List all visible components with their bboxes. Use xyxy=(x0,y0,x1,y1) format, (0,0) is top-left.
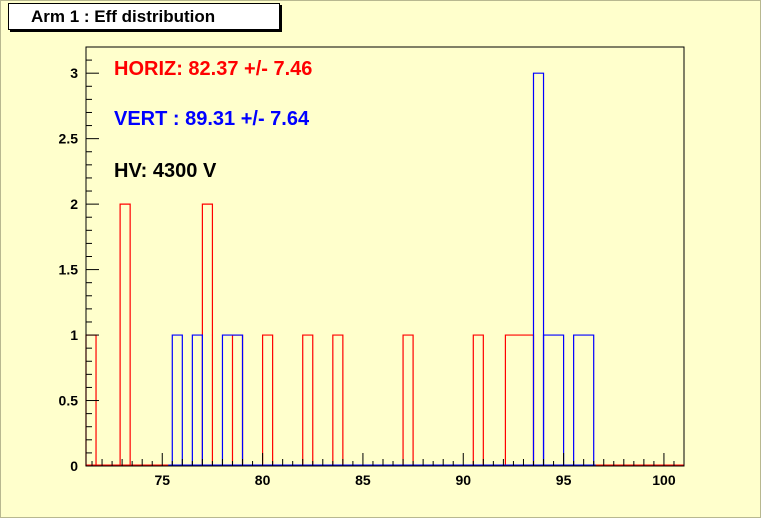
y-tick-label: 2 xyxy=(70,196,78,212)
x-tick-label: 90 xyxy=(455,472,471,488)
x-tick-label: 80 xyxy=(255,472,271,488)
series-0-bin-4 xyxy=(261,334,274,466)
series-0-bin-6 xyxy=(332,334,344,466)
series-1-bin-1 xyxy=(191,334,203,466)
y-tick-label: 3 xyxy=(70,65,78,81)
series-0-bin-7 xyxy=(402,334,414,466)
y-tick-label: 1.5 xyxy=(59,262,79,278)
series-1-bin-3 xyxy=(532,72,545,466)
y-tick-label: 1 xyxy=(70,327,78,343)
series-layer xyxy=(85,72,684,466)
series-1-bin-5 xyxy=(573,334,595,466)
y-tick-label: 2.5 xyxy=(59,131,79,147)
chart-title: Arm 1 : Eff distribution xyxy=(8,3,280,30)
x-tick-label: 100 xyxy=(652,472,676,488)
plot-frame xyxy=(85,46,685,467)
y-tick-label: 0.5 xyxy=(59,393,79,409)
annotation-vert: VERT : 89.31 +/- 7.64 xyxy=(114,108,310,130)
x-tick-label: 95 xyxy=(556,472,572,488)
axes-layer: 0 0.5 1 1.5 2 2.5 3 75 80 85 90 95 100 xyxy=(59,46,685,488)
annotation-hv: HV: 4300 V xyxy=(114,160,217,182)
y-tick-label: 0 xyxy=(70,458,78,474)
series-0-bin-8 xyxy=(472,334,484,466)
x-tick-label: 85 xyxy=(355,472,371,488)
series-0-bin-1 xyxy=(119,203,131,466)
series-1-bin-2 xyxy=(221,334,244,466)
series-1-bin-4 xyxy=(542,334,565,466)
series-0-bin-5 xyxy=(302,334,314,466)
series-1-bin-0 xyxy=(171,334,183,466)
x-tick-label: 75 xyxy=(154,472,170,488)
annotation-horiz: HORIZ: 82.37 +/- 7.46 xyxy=(114,58,313,80)
